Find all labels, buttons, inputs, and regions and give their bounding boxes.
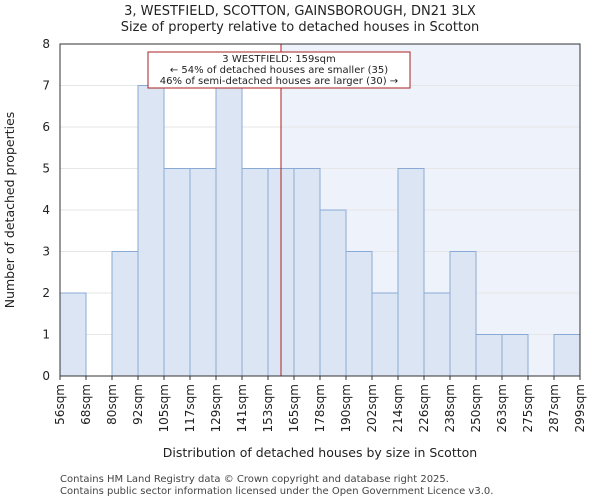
- annotation-line-1: 3 WESTFIELD: 159sqm: [222, 54, 335, 65]
- bar: [189, 168, 217, 377]
- x-tick-label: 250sqm: [469, 384, 483, 432]
- x-tick-label: 117sqm: [183, 384, 197, 432]
- x-tick-label: 238sqm: [443, 384, 457, 432]
- bar: [449, 251, 477, 377]
- x-tick-label: 105sqm: [157, 384, 171, 432]
- x-tick-label: 153sqm: [261, 384, 275, 432]
- x-tick-label: 141sqm: [235, 384, 249, 432]
- x-tick-label: 165sqm: [287, 384, 301, 432]
- x-tick-label: 202sqm: [365, 384, 379, 432]
- x-tick-label: 129sqm: [209, 384, 223, 432]
- bar: [345, 251, 373, 377]
- x-tick-label: 263sqm: [495, 384, 509, 432]
- x-tick-label: 275sqm: [521, 384, 535, 432]
- y-axis-ticks: 0 1 2 3 4 5 6 7 8: [42, 37, 50, 383]
- bar: [371, 292, 399, 377]
- footer-line-2: Contains public sector information licen…: [60, 486, 493, 497]
- bar: [163, 168, 191, 377]
- footer-line-1: Contains HM Land Registry data © Crown c…: [60, 474, 449, 485]
- x-tick-label: 190sqm: [339, 384, 353, 432]
- y-tick-label: 2: [42, 286, 50, 300]
- x-tick-label: 56sqm: [53, 384, 67, 425]
- annotation-box: [147, 51, 411, 89]
- y-axis-label: Number of detached properties: [2, 112, 17, 309]
- bar: [111, 251, 139, 377]
- bars: [59, 85, 581, 377]
- bar: [59, 292, 87, 377]
- chart-title: 3, WESTFIELD, SCOTTON, GAINSBOROUGH, DN2…: [124, 4, 476, 19]
- y-tick-label: 4: [42, 203, 50, 217]
- x-tick-label: 287sqm: [547, 384, 561, 432]
- y-tick-label: 8: [42, 37, 50, 51]
- bar: [241, 168, 269, 377]
- x-tick-label: 68sqm: [79, 384, 93, 425]
- y-tick-label: 3: [42, 245, 50, 259]
- x-tick-label: 92sqm: [131, 384, 145, 425]
- bar: [293, 168, 321, 377]
- x-tick-label: 80sqm: [105, 384, 119, 425]
- x-axis-label: Distribution of detached houses by size …: [163, 445, 477, 460]
- bar: [319, 209, 347, 377]
- y-tick-label: 7: [42, 79, 50, 93]
- x-tick-label: 178sqm: [313, 384, 327, 432]
- annotation-line-2: ← 54% of detached houses are smaller (35…: [170, 65, 388, 76]
- bar: [423, 292, 451, 377]
- y-tick-label: 5: [42, 162, 50, 176]
- bar: [397, 168, 425, 377]
- bar: [501, 334, 529, 377]
- x-tick-label: 214sqm: [391, 384, 405, 432]
- plot-area-frame: [59, 43, 581, 377]
- x-axis-ticks: 56sqm 68sqm 80sqm 92sqm 105sqm 117sqm 129sqm 14…: [53, 376, 587, 432]
- y-tick-label: 0: [42, 369, 50, 383]
- chart-subtitle: Size of property relative to detached ho…: [121, 20, 480, 35]
- bar: [137, 85, 165, 377]
- bar: [475, 334, 503, 377]
- bar: [553, 334, 581, 377]
- y-tick-label: 6: [42, 120, 50, 134]
- y-tick-label: 1: [42, 328, 50, 342]
- x-tick-label: 226sqm: [417, 384, 431, 432]
- annotation-line-3: 46% of semi-detached houses are larger (…: [160, 76, 398, 87]
- bar: [215, 85, 243, 377]
- x-tick-label: 299sqm: [573, 384, 587, 432]
